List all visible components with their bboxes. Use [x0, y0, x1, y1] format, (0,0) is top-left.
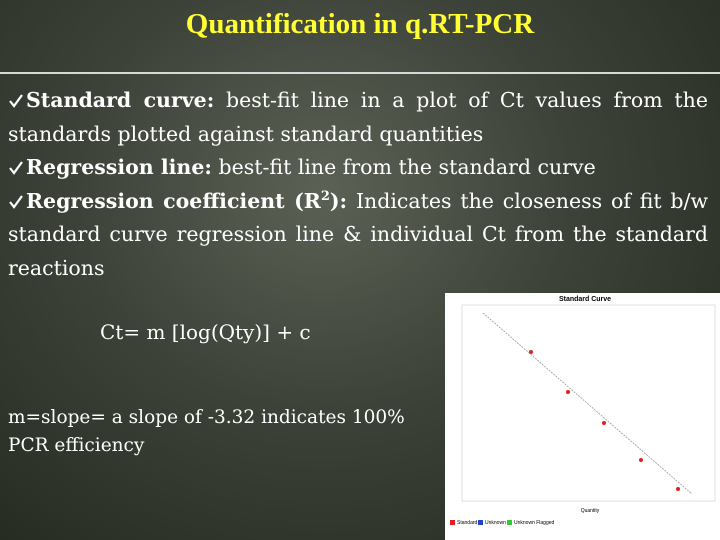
legend-label: Unknown	[485, 520, 506, 526]
standard-point	[529, 350, 533, 354]
bullet-list: Standard curve: best-fit line in a plot …	[8, 84, 708, 285]
standard-curve-image: Standard Curve Quantity Standard Unknown…	[445, 293, 720, 540]
bullet-term: ):	[329, 188, 348, 213]
check-icon	[9, 94, 23, 108]
standard-point	[639, 458, 643, 462]
regression-line	[482, 312, 693, 495]
bullet-term: Standard curve:	[26, 88, 215, 112]
superscript: 2	[320, 188, 330, 204]
legend-swatch	[507, 520, 512, 525]
legend-label: Standard	[457, 520, 478, 526]
bullet-text: Indicates the closeness of fit b/w stand…	[8, 188, 708, 280]
legend-swatch	[450, 520, 455, 525]
formula: Ct= m [log(Qty)] + c	[100, 320, 311, 344]
standard-point	[566, 390, 570, 394]
check-icon	[9, 194, 23, 209]
legend-swatch	[478, 520, 483, 525]
standard-point	[676, 487, 680, 491]
check-icon	[9, 161, 23, 175]
bullet-term: Regression coefficient (R	[26, 188, 321, 213]
slide-title: Quantification in q.RT-PCR	[185, 8, 535, 40]
image-background	[445, 293, 720, 540]
bullet: Standard curve: best-fit line in a plot …	[8, 84, 708, 151]
bullet: Regression line: best-fit line from the …	[8, 151, 708, 185]
legend-label: Unknown Flagged	[514, 520, 555, 526]
note: m=slope= a slope of -3.32 indicates 100%…	[8, 407, 405, 456]
bullet-text: best-fit line from the standard curve	[211, 155, 596, 179]
title-rule	[0, 72, 720, 74]
standard-point	[602, 421, 606, 425]
inset-title: Standard Curve	[559, 296, 611, 303]
x-axis-label: Quantity	[581, 508, 600, 514]
plot-frame	[461, 304, 716, 502]
bullet-term: Regression line:	[26, 155, 212, 179]
bullet: Regression coefficient (R2): Indicates t…	[8, 185, 708, 286]
bullet-text: best-fit line in a plot of Ct values fro…	[8, 88, 708, 146]
